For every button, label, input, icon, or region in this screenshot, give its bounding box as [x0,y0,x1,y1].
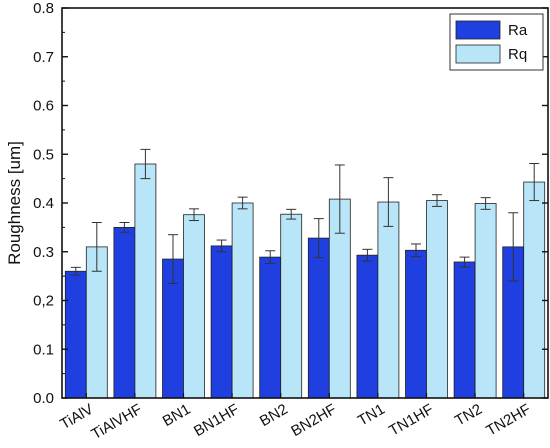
x-tick-label: BN2 [257,401,291,430]
errorbar-ra-bn1 [168,234,178,284]
errorbar-rq-tn2 [480,197,491,210]
bar-ra-tialv [64,270,87,399]
errorbar-rq-tn1 [383,177,394,227]
errorbar-rq-tn1hf [432,194,442,207]
bar-ra-tn1hf [405,249,427,399]
bar-ra-bn2 [259,256,282,399]
x-tick-label: TN2 [452,401,485,430]
error-bars-group [70,148,540,284]
x-tick-label: TN1 [355,401,388,430]
bar-rq-tialvhf [134,163,157,399]
errorbar-rq-tialv [91,222,102,272]
bar-rq-tn2 [474,203,497,399]
y-tick-label: 0.1 [33,341,54,358]
errorbar-ra-tn1hf [411,243,421,258]
legend-label-rq: Rq [508,46,527,63]
y-ticks-group: 0.0 0.1 0,2 0.3 0.4 0.5 0.6 0.7 0.8 [33,0,548,407]
errorbar-ra-tn1 [362,248,373,262]
bar-ra-bn1hf [210,245,233,399]
errorbar-ra-tn2 [459,256,470,268]
errorbar-ra-bn1hf [216,239,227,253]
bar-rq-bn1 [183,214,205,399]
errorbar-rq-bn1hf [237,196,248,210]
errorbar-ra-tn2hf [508,212,519,282]
y-tick-label: 0.8 [33,0,54,17]
bar-ra-tialvhf [113,226,136,399]
x-tick-label: BN1 [160,401,194,430]
legend-label-ra: Ra [508,22,528,39]
bar-rq-tn2hf [523,181,546,399]
bar-ra-tn2 [453,261,476,399]
x-tick-label: TN2HF [483,401,533,440]
errorbar-rq-tn2hf [529,163,540,202]
bar-ra-tn1 [356,254,379,399]
y-tick-label: 0.7 [33,49,54,66]
y-tick-label: 0.5 [33,146,54,163]
errorbar-rq-bn1 [189,208,199,222]
bar-rq-bn2 [280,213,303,399]
bar-rq-bn1hf [231,202,254,399]
errorbar-ra-bn2hf [313,218,324,259]
errorbar-ra-bn2 [265,250,276,264]
legend: Ra Rq [449,13,544,71]
y-tick-label: 0.3 [33,244,54,261]
y-axis-label: Roughness [um] [5,141,24,265]
y-tick-label: 0,2 [33,293,54,310]
errorbar-ra-tialvhf [119,222,130,233]
x-tick-label: TiAlVHF [89,401,145,443]
errorbar-rq-bn2hf [334,164,345,234]
bars-group [64,163,546,399]
errorbar-rq-bn2 [286,208,297,220]
legend-swatch-rq [455,44,501,64]
bar-rq-tn1hf [426,200,448,399]
errorbar-rq-tialvhf [140,148,151,180]
bar-ra-bn2hf [307,237,330,399]
x-tick-label: BN1HF [191,401,242,440]
bar-rq-tn1 [377,201,400,399]
x-tick-label: BN2HF [288,401,339,440]
errorbar-ra-tialv [70,266,81,276]
legend-swatch-ra [455,20,501,40]
y-tick-label: 0.4 [33,195,54,212]
y-tick-label: 0.6 [33,98,54,115]
y-tick-label: 0.0 [33,390,54,407]
x-tick-label: TN1HF [386,401,436,440]
